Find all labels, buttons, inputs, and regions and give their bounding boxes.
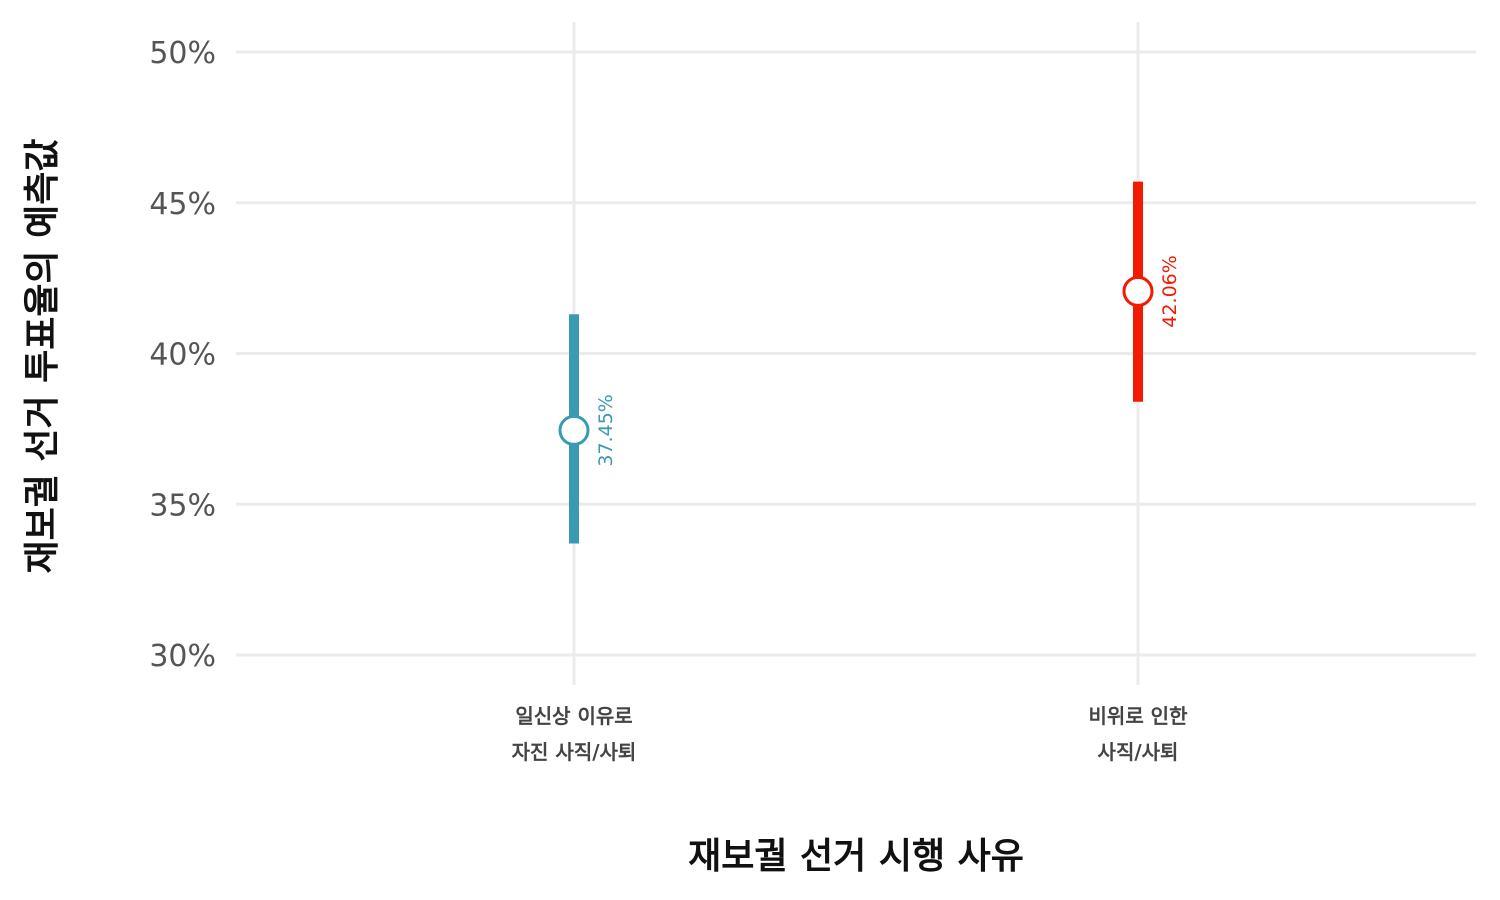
x-tick-label: 사직/사퇴	[1098, 740, 1179, 764]
estimate-point	[1122, 275, 1154, 307]
y-axis-title: 재보궐 선거 투표율의 예측값	[22, 138, 63, 573]
value-label: 37.45%	[595, 394, 617, 466]
point-ranges: 37.45% 42.06%	[558, 181, 1181, 544]
y-tick-label: 45%	[149, 187, 216, 222]
grid	[236, 22, 1476, 685]
x-tick-label: 비위로 인한	[1089, 704, 1189, 728]
x-axis-title: 재보궐 선거 시행 사유	[688, 836, 1024, 877]
y-tick-label: 40%	[149, 338, 216, 373]
y-tick-label: 50%	[149, 36, 216, 71]
x-tick-label: 일신상 이유로	[515, 704, 632, 728]
y-tick-label: 30%	[149, 639, 216, 674]
y-axis-ticks: 30% 35% 40% 45% 50%	[149, 36, 216, 674]
estimate-point	[558, 414, 590, 446]
y-tick-label: 35%	[149, 488, 216, 523]
value-label: 42.06%	[1159, 255, 1181, 327]
x-tick-label: 자진 사직/사퇴	[512, 740, 637, 764]
